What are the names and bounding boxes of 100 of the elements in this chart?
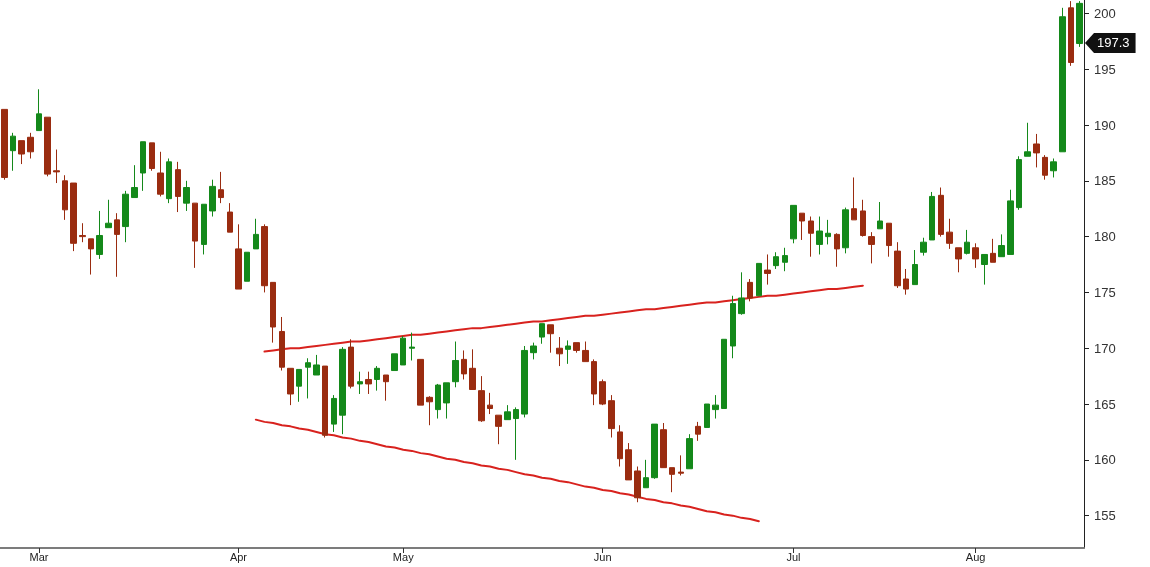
- candlestick: [331, 394, 337, 433]
- candlestick: [799, 212, 805, 241]
- candlestick: [886, 222, 892, 258]
- candlestick: [322, 365, 328, 439]
- candlestick: [235, 223, 242, 290]
- x-tick-label: Aug: [965, 550, 986, 563]
- candlestick: [348, 338, 354, 389]
- candlestick: [747, 278, 753, 302]
- candlestick: [816, 216, 823, 255]
- candlestick: [279, 316, 285, 372]
- y-tick-label: 190: [1094, 117, 1116, 133]
- candlestick: [929, 191, 935, 241]
- candlestick: [400, 335, 406, 366]
- candlestick: [287, 367, 294, 406]
- candlestick: [547, 324, 554, 354]
- candlestick: [140, 141, 146, 192]
- candlestick: [782, 247, 788, 272]
- candlestick: [53, 149, 60, 184]
- candlestick: [764, 253, 771, 286]
- candlestick: [573, 342, 580, 354]
- candlestick: [834, 232, 840, 268]
- candlestick: [946, 218, 953, 250]
- candlestick: [365, 371, 372, 395]
- candlestick: [36, 88, 42, 132]
- candlestick: [539, 323, 545, 345]
- candlestick: [253, 218, 259, 250]
- candlestick: [565, 339, 571, 365]
- line-series: [263, 284, 864, 353]
- candlestick: [1024, 122, 1031, 157]
- y-tick-label: 165: [1094, 396, 1116, 412]
- candlestick: [1050, 157, 1057, 178]
- candlestick: [972, 242, 979, 269]
- candlestick: [669, 467, 675, 493]
- candlestick: [96, 210, 103, 260]
- candlestick: [339, 346, 346, 435]
- candlestick: [409, 332, 415, 361]
- candlestick: [920, 237, 927, 257]
- candlestick: [625, 442, 632, 481]
- candlestick: [10, 132, 16, 172]
- candlestick: [417, 358, 424, 406]
- candlestick: [556, 336, 563, 367]
- candlestick: [756, 262, 762, 297]
- y-tick-label: 160: [1094, 452, 1116, 468]
- candlestick: [88, 238, 94, 276]
- candlestick: [44, 116, 51, 177]
- line-series: [254, 418, 760, 523]
- candlestick: [478, 375, 485, 423]
- candlestick: [860, 199, 866, 238]
- candlestick: [582, 341, 589, 363]
- candlestick: [643, 459, 649, 489]
- candlestick: [270, 281, 276, 344]
- candlestick: [591, 358, 597, 406]
- x-tick-label: Mar: [29, 550, 49, 563]
- y-tick-label: 170: [1094, 340, 1116, 356]
- candlestick: [599, 378, 606, 406]
- candlestick: [998, 233, 1005, 258]
- candlestick: [773, 251, 779, 270]
- candlestick: [912, 249, 918, 286]
- candlestick: [487, 392, 493, 415]
- candlestick: [157, 151, 164, 197]
- candlestick: [1076, 0, 1083, 48]
- candlestick: [495, 414, 502, 445]
- candlestick: [651, 423, 658, 480]
- candlestick: [374, 365, 380, 392]
- candlestick: [851, 176, 857, 221]
- candlestick: [990, 238, 996, 263]
- candlestick: [183, 180, 190, 212]
- y-tick-label: 200: [1094, 5, 1116, 21]
- y-tick-label: 175: [1094, 284, 1116, 300]
- candlestick: [521, 345, 528, 418]
- candlestick: [903, 268, 909, 296]
- candlestick: [452, 341, 459, 388]
- y-tick-label: 195: [1094, 61, 1116, 77]
- candlestick: [391, 353, 398, 372]
- x-tick-label: Jun: [593, 550, 612, 563]
- candlestick: [1, 108, 8, 181]
- candlestick: [1042, 154, 1048, 181]
- y-tick-label: 180: [1094, 229, 1116, 245]
- candlestick: [730, 295, 736, 359]
- candlestick: [1059, 7, 1066, 153]
- candlestick: [738, 271, 745, 316]
- candlestick: [209, 179, 216, 218]
- candlestick: [660, 422, 667, 469]
- candlestick: [70, 182, 77, 252]
- candlestick: [131, 164, 138, 199]
- candlestick: [105, 199, 112, 229]
- candlestick: [62, 174, 68, 221]
- candlestick: [443, 382, 450, 420]
- candlestick: [296, 368, 302, 403]
- candlestick: [114, 212, 120, 278]
- candlestick: [894, 241, 901, 289]
- candlestick: [938, 187, 944, 238]
- candlestick: [461, 349, 467, 380]
- candlestick: [1068, 0, 1074, 67]
- candlestick: [435, 383, 441, 420]
- x-tick-label: May: [392, 550, 415, 563]
- candlestick: [877, 201, 883, 230]
- candlestick: [166, 157, 172, 204]
- candlestick: [261, 223, 268, 293]
- candlestick: [712, 394, 719, 420]
